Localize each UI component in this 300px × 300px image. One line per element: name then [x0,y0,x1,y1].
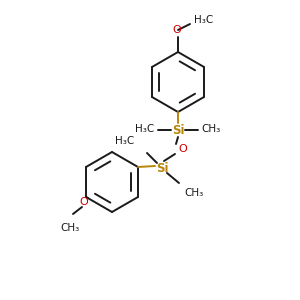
Text: H₃C: H₃C [135,124,154,134]
Text: Si: Si [172,124,184,136]
Text: CH₃: CH₃ [184,188,203,198]
Text: H₃C: H₃C [115,136,134,146]
Text: CH₃: CH₃ [60,223,80,233]
Text: H₃C: H₃C [194,15,213,25]
Text: CH₃: CH₃ [201,124,220,134]
Text: O: O [172,25,182,35]
Text: O: O [80,197,88,207]
Text: Si: Si [156,161,168,175]
Text: O: O [178,144,187,154]
